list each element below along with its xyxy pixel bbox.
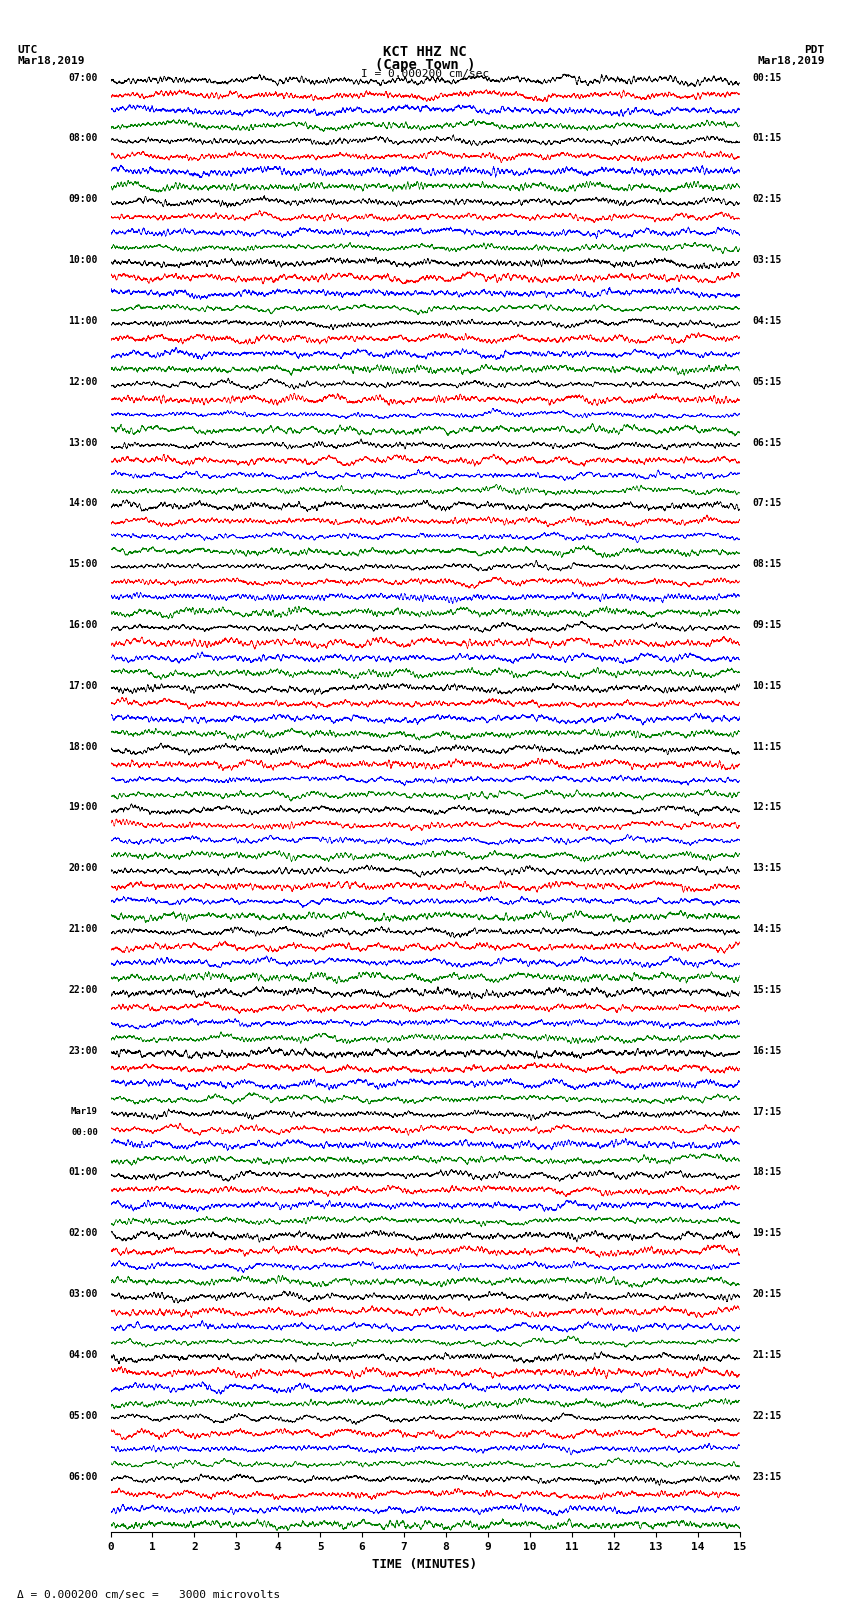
Text: KCT HHZ NC: KCT HHZ NC xyxy=(383,45,467,60)
Text: 00:15: 00:15 xyxy=(752,73,781,82)
Text: I = 0.000200 cm/sec: I = 0.000200 cm/sec xyxy=(361,69,489,79)
Text: 16:00: 16:00 xyxy=(69,619,98,631)
Text: 02:15: 02:15 xyxy=(752,194,781,205)
Text: PDT: PDT xyxy=(804,45,824,55)
Text: Mar19: Mar19 xyxy=(71,1107,98,1116)
Text: 14:15: 14:15 xyxy=(752,924,781,934)
Text: 06:00: 06:00 xyxy=(69,1471,98,1481)
Text: 15:15: 15:15 xyxy=(752,986,781,995)
Text: 03:15: 03:15 xyxy=(752,255,781,265)
Text: 23:15: 23:15 xyxy=(752,1471,781,1481)
Text: 20:15: 20:15 xyxy=(752,1289,781,1298)
Text: 07:00: 07:00 xyxy=(69,73,98,82)
Text: 14:00: 14:00 xyxy=(69,498,98,508)
Text: 19:00: 19:00 xyxy=(69,803,98,813)
Text: 22:15: 22:15 xyxy=(752,1411,781,1421)
Text: 12:00: 12:00 xyxy=(69,377,98,387)
Text: 04:15: 04:15 xyxy=(752,316,781,326)
Text: 11:00: 11:00 xyxy=(69,316,98,326)
Text: 08:00: 08:00 xyxy=(69,134,98,144)
Text: 04:00: 04:00 xyxy=(69,1350,98,1360)
Text: 00:00: 00:00 xyxy=(71,1127,98,1137)
Text: 05:00: 05:00 xyxy=(69,1411,98,1421)
Text: 23:00: 23:00 xyxy=(69,1045,98,1057)
Text: 05:15: 05:15 xyxy=(752,377,781,387)
Text: 01:00: 01:00 xyxy=(69,1168,98,1177)
Text: 18:15: 18:15 xyxy=(752,1168,781,1177)
Text: 10:15: 10:15 xyxy=(752,681,781,690)
Text: 15:00: 15:00 xyxy=(69,560,98,569)
Text: 08:15: 08:15 xyxy=(752,560,781,569)
Text: 16:15: 16:15 xyxy=(752,1045,781,1057)
Text: 13:00: 13:00 xyxy=(69,437,98,447)
Text: 09:15: 09:15 xyxy=(752,619,781,631)
Text: 17:00: 17:00 xyxy=(69,681,98,690)
Text: 22:00: 22:00 xyxy=(69,986,98,995)
Text: (Cape Town ): (Cape Town ) xyxy=(375,58,475,73)
Text: Δ = 0.000200 cm/sec =   3000 microvolts: Δ = 0.000200 cm/sec = 3000 microvolts xyxy=(17,1590,280,1600)
Text: 12:15: 12:15 xyxy=(752,803,781,813)
Text: 13:15: 13:15 xyxy=(752,863,781,873)
Text: 11:15: 11:15 xyxy=(752,742,781,752)
Text: 18:00: 18:00 xyxy=(69,742,98,752)
Text: 19:15: 19:15 xyxy=(752,1227,781,1239)
Text: Mar18,2019: Mar18,2019 xyxy=(17,56,84,66)
Text: 10:00: 10:00 xyxy=(69,255,98,265)
Text: 21:00: 21:00 xyxy=(69,924,98,934)
X-axis label: TIME (MINUTES): TIME (MINUTES) xyxy=(372,1558,478,1571)
Text: 03:00: 03:00 xyxy=(69,1289,98,1298)
Text: UTC: UTC xyxy=(17,45,37,55)
Text: 06:15: 06:15 xyxy=(752,437,781,447)
Text: 01:15: 01:15 xyxy=(752,134,781,144)
Text: 17:15: 17:15 xyxy=(752,1107,781,1116)
Text: 21:15: 21:15 xyxy=(752,1350,781,1360)
Text: 20:00: 20:00 xyxy=(69,863,98,873)
Text: 07:15: 07:15 xyxy=(752,498,781,508)
Text: 09:00: 09:00 xyxy=(69,194,98,205)
Text: Mar18,2019: Mar18,2019 xyxy=(757,56,824,66)
Text: 02:00: 02:00 xyxy=(69,1227,98,1239)
